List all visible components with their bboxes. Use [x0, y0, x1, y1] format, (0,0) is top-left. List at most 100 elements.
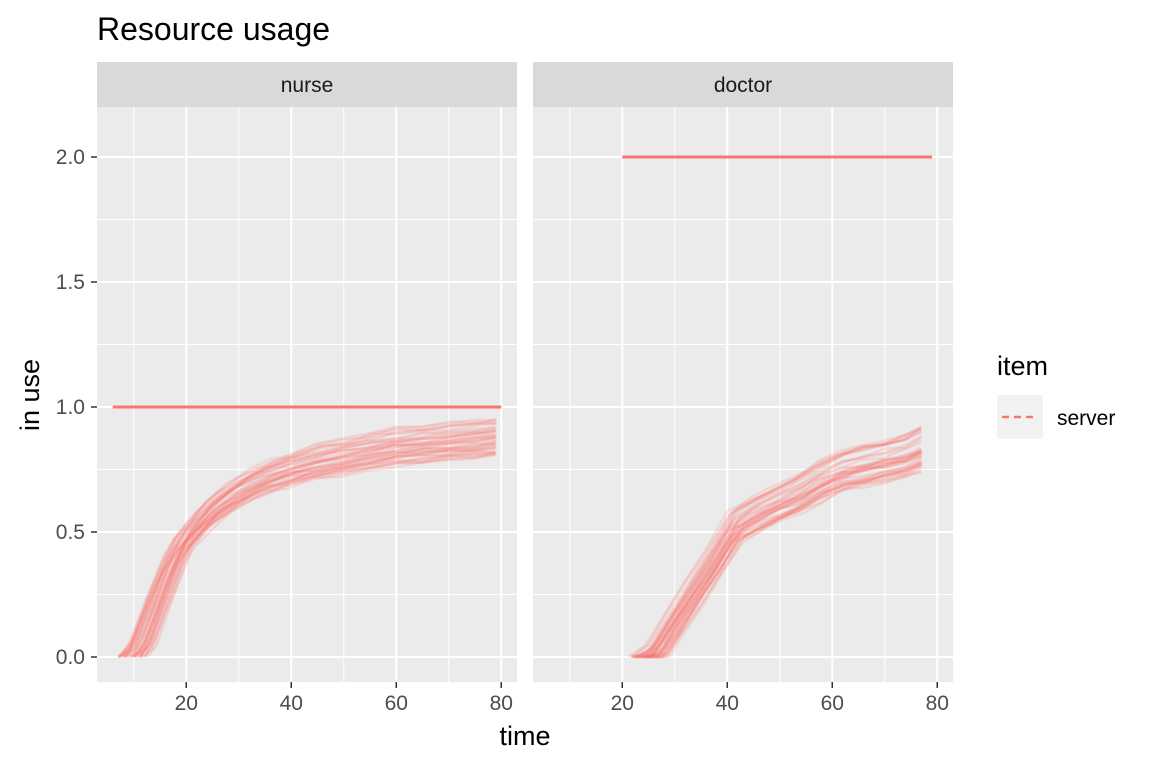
- usage-line-doctor: [654, 461, 923, 659]
- usage-line-nurse: [138, 436, 497, 658]
- usage-line-doctor: [643, 425, 923, 659]
- x-tick-label: 20: [611, 692, 634, 715]
- usage-line-doctor: [643, 457, 923, 659]
- usage-line-doctor: [637, 425, 922, 659]
- usage-line-nurse: [117, 428, 496, 658]
- usage-line-doctor: [650, 452, 923, 659]
- usage-line-doctor: [634, 462, 922, 659]
- usage-line-nurse: [131, 419, 497, 658]
- x-tick-label: 40: [280, 692, 303, 715]
- usage-line-nurse: [118, 451, 496, 659]
- usage-line-doctor: [634, 441, 922, 659]
- usage-line-nurse: [137, 442, 497, 658]
- usage-line-nurse: [143, 421, 497, 658]
- facet-strip-doctor: [533, 62, 953, 107]
- usage-line-doctor: [651, 463, 923, 659]
- usage-line-nurse: [124, 429, 496, 658]
- facet-label-nurse: nurse: [281, 74, 334, 97]
- usage-line-nurse: [122, 446, 496, 658]
- usage-line-doctor: [626, 427, 922, 659]
- x-tick-label: 60: [821, 692, 844, 715]
- usage-line-doctor: [634, 469, 922, 659]
- facet-label-doctor: doctor: [714, 74, 772, 97]
- y-axis-title: in use: [15, 359, 45, 431]
- usage-line-nurse: [130, 453, 496, 659]
- usage-line-nurse: [128, 453, 496, 659]
- usage-line-doctor: [641, 451, 922, 659]
- usage-line-doctor: [636, 447, 922, 659]
- usage-line-doctor: [630, 427, 922, 659]
- y-tick-label: 0.0: [56, 646, 85, 669]
- legend: item server: [997, 351, 1115, 439]
- usage-line-doctor: [634, 449, 922, 659]
- facet-panel-nurse: nurse: [97, 62, 517, 682]
- y-tick-label: 1.5: [56, 271, 85, 294]
- usage-line-doctor: [645, 430, 923, 659]
- usage-line-doctor: [647, 434, 923, 659]
- y-tick-label: 0.5: [56, 521, 85, 544]
- usage-line-doctor: [632, 460, 922, 659]
- usage-line-nurse: [122, 437, 496, 658]
- x-tick-label: 60: [385, 692, 408, 715]
- usage-line-doctor: [631, 446, 922, 659]
- usage-line-nurse: [118, 443, 496, 659]
- usage-line-nurse: [145, 435, 497, 658]
- usage-line-nurse: [117, 450, 496, 659]
- usage-line-doctor: [634, 464, 922, 659]
- usage-line-doctor: [650, 466, 923, 659]
- plot-panel-nurse: [97, 107, 517, 682]
- usage-line-doctor: [637, 430, 922, 658]
- usage-line-nurse: [140, 446, 497, 658]
- usage-line-doctor: [642, 455, 923, 659]
- usage-line-nurse: [139, 418, 497, 658]
- usage-line-doctor: [647, 449, 923, 659]
- usage-line-doctor: [631, 451, 922, 659]
- usage-line-nurse: [125, 443, 496, 658]
- usage-line-doctor: [636, 436, 922, 659]
- usage-line-nurse: [132, 439, 497, 658]
- usage-line-doctor: [639, 449, 922, 659]
- usage-line-nurse: [135, 442, 497, 658]
- usage-line-doctor: [645, 463, 923, 659]
- usage-line-nurse: [119, 431, 496, 658]
- usage-line-nurse: [127, 445, 496, 659]
- usage-lines-nurse: [112, 405, 502, 659]
- usage-line-doctor: [644, 454, 922, 659]
- usage-line-nurse: [122, 433, 496, 658]
- usage-line-nurse: [117, 451, 496, 658]
- usage-line-nurse: [120, 425, 496, 658]
- usage-line-doctor: [647, 460, 923, 659]
- facet-strip-nurse: [97, 62, 517, 107]
- chart-title: Resource usage: [97, 11, 330, 47]
- usage-line-doctor: [632, 461, 922, 659]
- legend-title: item: [997, 351, 1048, 381]
- usage-line-doctor: [640, 429, 922, 658]
- usage-line-nurse: [122, 440, 496, 658]
- usage-line-nurse: [130, 418, 496, 658]
- usage-line-doctor: [653, 449, 923, 659]
- usage-line-nurse: [117, 433, 496, 658]
- usage-line-doctor: [638, 452, 922, 659]
- usage-line-nurse: [143, 429, 497, 658]
- legend-label-server: server: [1057, 407, 1115, 430]
- facet-panel-doctor: doctor: [533, 62, 953, 682]
- gridlines-nurse: [97, 107, 517, 682]
- x-tick-label: 40: [716, 692, 739, 715]
- y-tick-label: 2.0: [56, 146, 85, 169]
- usage-line-doctor: [642, 438, 923, 659]
- usage-line-nurse: [137, 439, 497, 658]
- plot-panel-doctor: [533, 107, 953, 682]
- usage-line-doctor: [630, 450, 922, 659]
- usage-line-nurse: [123, 449, 496, 659]
- usage-line-doctor: [631, 427, 922, 659]
- usage-line-nurse: [132, 435, 497, 658]
- usage-line-doctor: [646, 462, 923, 659]
- usage-line-nurse: [139, 422, 497, 658]
- y-axis: 0.0 0.5 1.0 1.5 2.0: [56, 146, 97, 669]
- usage-lines-doctor: [622, 155, 932, 659]
- usage-line-nurse: [141, 451, 497, 659]
- usage-line-nurse: [134, 435, 497, 658]
- usage-line-nurse: [138, 422, 497, 658]
- usage-line-doctor: [642, 470, 922, 659]
